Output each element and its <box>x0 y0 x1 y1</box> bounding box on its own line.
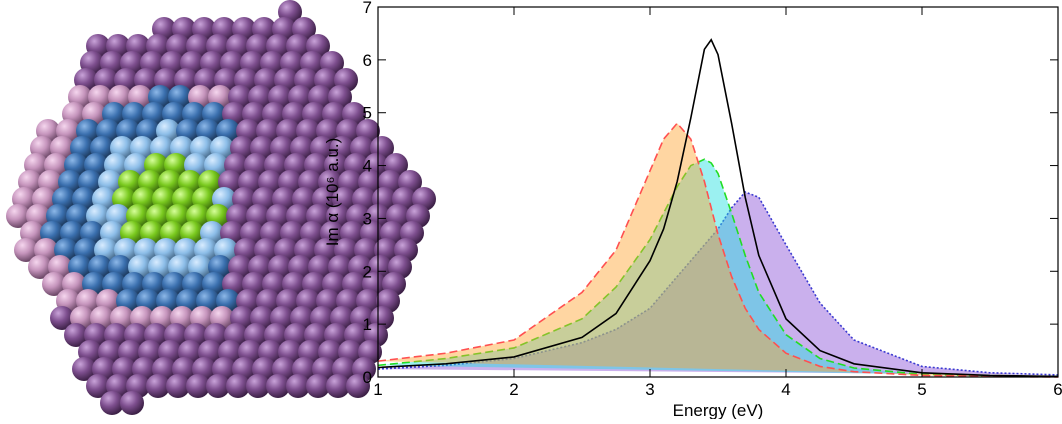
atom <box>246 374 270 398</box>
atom <box>120 391 144 415</box>
atom <box>72 357 96 381</box>
atom <box>306 374 330 398</box>
atom <box>186 374 210 398</box>
series-curve <box>377 122 1059 378</box>
atom <box>146 374 170 398</box>
atom <box>64 323 88 347</box>
plot-frame <box>377 6 1059 378</box>
atom <box>100 391 124 415</box>
y-tick-label: 7 <box>363 0 372 17</box>
y-tick-label: 1 <box>363 315 372 334</box>
x-tick-label: 5 <box>917 380 926 399</box>
x-tick-label: 3 <box>645 380 654 399</box>
atom <box>326 374 350 398</box>
y-tick-label: 2 <box>363 262 372 281</box>
x-tick-label: 4 <box>781 380 790 399</box>
atom <box>42 272 66 296</box>
y-axis-label: Im α (10⁶ a.u.) <box>323 138 342 246</box>
x-tick-label: 2 <box>509 380 518 399</box>
x-tick-label: 6 <box>1053 380 1062 399</box>
atom <box>266 374 290 398</box>
atom <box>206 374 230 398</box>
y-tick-label: 4 <box>363 157 372 176</box>
nanocluster-image <box>6 0 436 415</box>
y-tick-label: 0 <box>363 368 372 387</box>
x-axis-label: Energy (eV) <box>673 401 764 419</box>
y-tick-label: 5 <box>363 104 372 123</box>
series-curve <box>377 158 1059 378</box>
atom <box>6 204 30 228</box>
atom <box>346 374 370 398</box>
x-tick-label: 1 <box>373 380 382 399</box>
atom <box>286 374 310 398</box>
series-curve <box>377 191 1059 376</box>
series-curve <box>377 38 1059 378</box>
atom <box>226 374 250 398</box>
atom <box>166 374 190 398</box>
y-tick-label: 6 <box>363 51 372 70</box>
atom <box>50 306 74 330</box>
y-tick-label: 3 <box>363 209 372 228</box>
atom <box>14 238 38 262</box>
atom <box>28 255 52 279</box>
atom <box>86 374 110 398</box>
